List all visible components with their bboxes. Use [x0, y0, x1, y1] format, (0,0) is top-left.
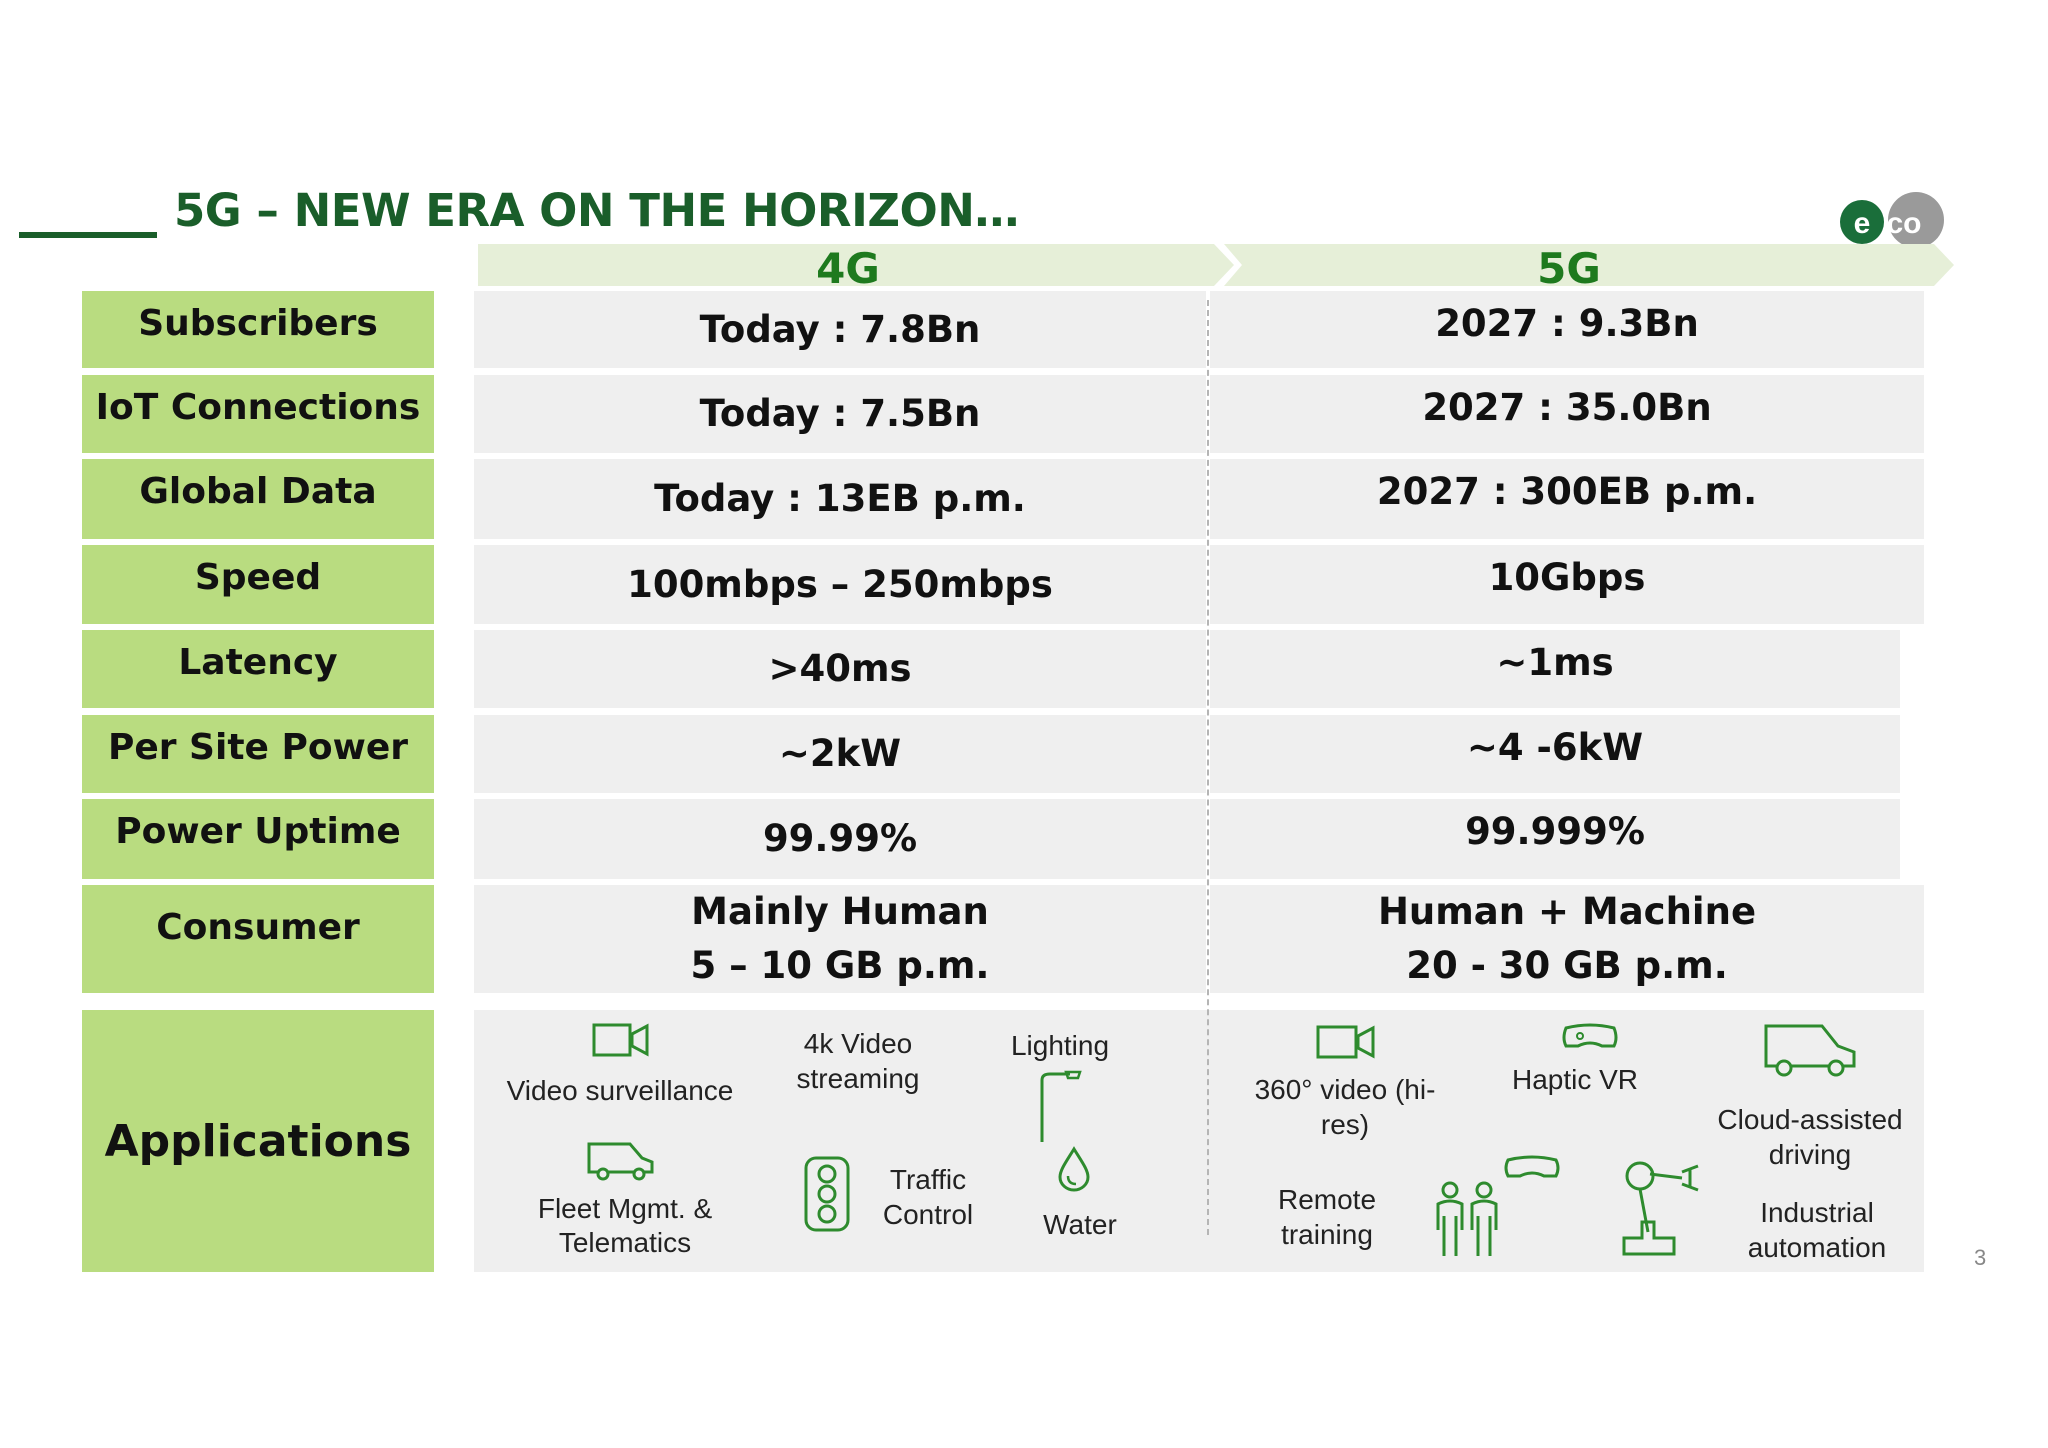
cell-4g-consumer-line1: Mainly Human	[691, 890, 989, 933]
app-remote-training-line2: training	[1281, 1219, 1373, 1250]
app-traffic-line1: Traffic	[889, 1164, 967, 1195]
video-camera-icon	[592, 1023, 649, 1057]
app-4k-video-line2: streaming	[796, 1063, 920, 1094]
row-label-per-site-power: Per Site Power	[82, 715, 434, 793]
app-water: Water	[1043, 1209, 1117, 1240]
row-label-iot-connections: IoT Connections	[82, 375, 434, 453]
header-5g-chevron	[1224, 244, 1954, 286]
vr-headset-icon	[1562, 1023, 1618, 1048]
row-label-subscribers: Subscribers	[82, 291, 434, 368]
traffic-light-icon	[804, 1156, 850, 1232]
app-cloud-driving-line2: driving	[1768, 1139, 1852, 1170]
app-industrial-line2: automation	[1747, 1232, 1887, 1263]
cell-5g-subscribers: 2027 : 9.3Bn	[1210, 291, 1924, 368]
cell-4g-consumer-line2: 5 – 10 GB p.m.	[690, 944, 990, 987]
cell-4g-iot-connections: Today : 7.5Bn	[474, 375, 1206, 453]
people-vr-icon	[1436, 1155, 1560, 1256]
robot-arm-icon	[1622, 1161, 1699, 1256]
van-icon	[587, 1142, 654, 1181]
eco-logo: e co	[1840, 192, 1944, 248]
app-haptic-vr: Haptic VR	[1511, 1064, 1639, 1095]
row-label-consumer: Consumer	[82, 885, 434, 993]
header-4g-label: 4G	[816, 244, 880, 293]
row-label-global-data: Global Data	[82, 459, 434, 539]
cell-4g-power-uptime: 99.99%	[474, 799, 1206, 879]
cell-4g-speed: 100mbps – 250mbps	[474, 545, 1206, 624]
water-drop-icon	[1058, 1146, 1090, 1192]
app-video-surveillance: Video surveillance	[506, 1075, 734, 1106]
cell-5g-consumer: Human + Machine 20 - 30 GB p.m.	[1210, 885, 1924, 993]
truck-icon	[1764, 1024, 1856, 1077]
cell-5g-global-data: 2027 : 300EB p.m.	[1210, 459, 1924, 539]
slide-title: 5G – NEW ERA ON THE HORIZON…	[174, 184, 1019, 237]
app-360-video-line2: res)	[1320, 1109, 1370, 1140]
row-label-speed: Speed	[82, 545, 434, 624]
svg-text:e: e	[1854, 207, 1871, 240]
app-traffic-line2: Control	[882, 1199, 974, 1230]
page-number: 3	[1974, 1245, 1987, 1270]
cell-5g-speed: 10Gbps	[1210, 545, 1924, 624]
applications-panel	[474, 1010, 1924, 1272]
app-fleet-line1: Fleet Mgmt. &	[537, 1193, 713, 1224]
app-cloud-driving-line1: Cloud-assisted	[1717, 1104, 1903, 1135]
row-label-power-uptime: Power Uptime	[82, 799, 434, 879]
app-fleet-line2: Telematics	[558, 1227, 692, 1258]
app-360-video-line1: 360° video (hi-	[1254, 1074, 1436, 1105]
app-4k-video-line1: 4k Video	[803, 1028, 913, 1059]
svg-text:co: co	[1886, 207, 1921, 240]
cell-4g-global-data: Today : 13EB p.m.	[474, 459, 1206, 539]
cell-4g-latency: >40ms	[474, 630, 1206, 708]
header-4g-chevron	[478, 244, 1234, 286]
app-lighting: Lighting	[1010, 1030, 1110, 1061]
row-label-applications: Applications	[82, 1010, 434, 1272]
cell-5g-consumer-line2: 20 - 30 GB p.m.	[1406, 944, 1728, 987]
row-label-latency: Latency	[82, 630, 434, 708]
column-divider	[1207, 300, 1209, 1235]
app-industrial-line1: Industrial	[1760, 1197, 1874, 1228]
cell-5g-latency: ~1ms	[1210, 630, 1900, 708]
cell-5g-iot-connections: 2027 : 35.0Bn	[1210, 375, 1924, 453]
cell-4g-subscribers: Today : 7.8Bn	[474, 291, 1206, 368]
cell-4g-consumer: Mainly Human 5 – 10 GB p.m.	[474, 885, 1206, 993]
app-remote-training-line1: Remote	[1277, 1184, 1377, 1215]
360-camera-icon	[1316, 1025, 1375, 1059]
cell-4g-per-site-power: ~2kW	[474, 715, 1206, 793]
cell-5g-per-site-power: ~4 -6kW	[1210, 715, 1900, 793]
cell-5g-consumer-line1: Human + Machine	[1377, 890, 1757, 933]
street-lamp-icon	[1040, 1070, 1082, 1142]
cell-5g-power-uptime: 99.999%	[1210, 799, 1900, 879]
header-5g-label: 5G	[1537, 244, 1601, 293]
title-accent-line	[19, 232, 157, 238]
